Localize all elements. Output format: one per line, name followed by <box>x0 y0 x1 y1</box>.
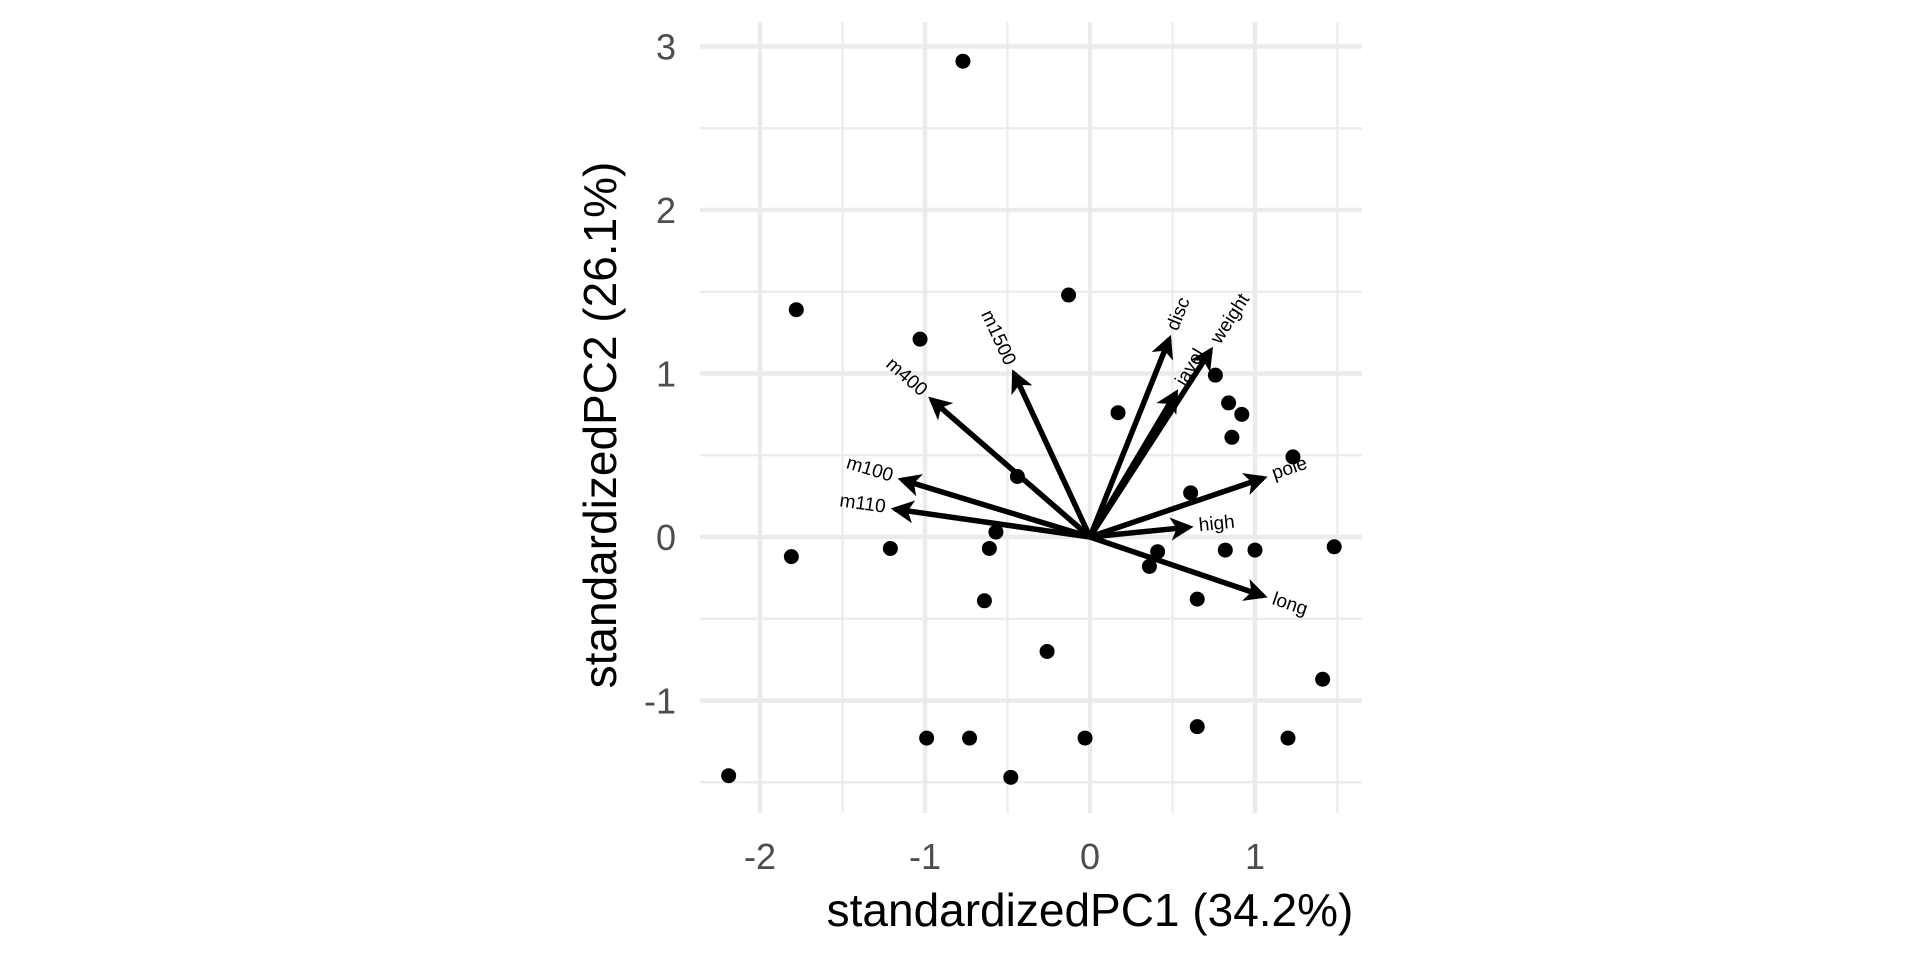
score-point <box>988 524 1004 540</box>
loading-label-pole: pole <box>1269 453 1310 484</box>
score-point <box>1326 539 1342 555</box>
score-points <box>721 53 1342 785</box>
score-point <box>1039 643 1055 659</box>
loading-arrows <box>890 334 1268 601</box>
loading-label-disc: disc <box>1163 294 1195 333</box>
score-point <box>882 540 898 556</box>
loading-arrow-m400 <box>928 396 1092 540</box>
score-point <box>1077 730 1093 746</box>
x-tick-label: -2 <box>744 836 776 877</box>
score-point <box>955 53 971 69</box>
score-point <box>1224 429 1240 445</box>
loading-arrow-weight <box>1087 346 1213 539</box>
loading-arrow-m110 <box>890 500 1091 540</box>
x-axis-title: standardizedPC1 (34.2%) <box>827 884 1354 936</box>
score-point <box>1234 406 1250 422</box>
loading-arrow-pole <box>1089 473 1268 540</box>
loading-arrow-m1500 <box>1011 369 1093 539</box>
score-point <box>1003 769 1019 785</box>
y-tick-label: 0 <box>656 517 676 558</box>
score-point <box>919 730 935 746</box>
score-point <box>1110 405 1126 421</box>
loading-label-javel: javel <box>1171 345 1210 390</box>
score-point <box>1207 367 1223 383</box>
score-point <box>1189 719 1205 735</box>
score-point <box>1189 591 1205 607</box>
score-point <box>1285 449 1301 465</box>
score-point <box>1141 558 1157 574</box>
loading-arrow-high <box>1089 517 1194 541</box>
x-tick-labels: -2 -1 0 1 <box>744 836 1265 877</box>
score-point <box>981 540 997 556</box>
loading-label-m110: m110 <box>838 490 887 517</box>
score-point <box>788 302 804 318</box>
loading-label-high: high <box>1198 512 1236 536</box>
score-point <box>1280 730 1296 746</box>
loading-label-m1500: m1500 <box>976 307 1020 369</box>
score-point <box>1221 395 1237 411</box>
y-tick-label: 2 <box>656 190 676 231</box>
grid-lines <box>700 22 1362 813</box>
score-point <box>1315 671 1331 687</box>
y-tick-label: 1 <box>656 354 676 395</box>
score-point <box>1247 542 1263 558</box>
score-point <box>1150 544 1166 560</box>
score-point <box>1217 542 1233 558</box>
loading-label-long: long <box>1269 589 1310 620</box>
x-tick-label: 0 <box>1080 836 1100 877</box>
score-point <box>1183 485 1199 501</box>
score-point <box>1061 287 1077 303</box>
loading-label-weight: weight <box>1206 290 1254 349</box>
y-tick-labels: -1 0 1 2 3 <box>644 27 676 722</box>
loading-label-m100: m100 <box>844 453 896 487</box>
score-point <box>912 331 928 347</box>
score-point <box>976 593 992 609</box>
score-point <box>721 768 737 784</box>
x-tick-label: -1 <box>909 836 941 877</box>
x-tick-label: 1 <box>1245 836 1265 877</box>
y-tick-label: 3 <box>656 27 676 68</box>
loading-arrow-long <box>1089 534 1268 601</box>
loading-arrow-m100 <box>897 474 1091 540</box>
loading-arrow-disc <box>1087 334 1174 539</box>
y-axis-title: standardizedPC2 (26.1%) <box>574 162 626 689</box>
score-point <box>783 549 799 565</box>
score-point <box>962 730 978 746</box>
y-tick-label: -1 <box>644 681 676 722</box>
